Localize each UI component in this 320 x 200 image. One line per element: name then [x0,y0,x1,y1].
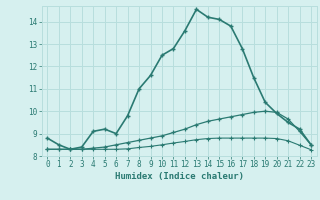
X-axis label: Humidex (Indice chaleur): Humidex (Indice chaleur) [115,172,244,181]
